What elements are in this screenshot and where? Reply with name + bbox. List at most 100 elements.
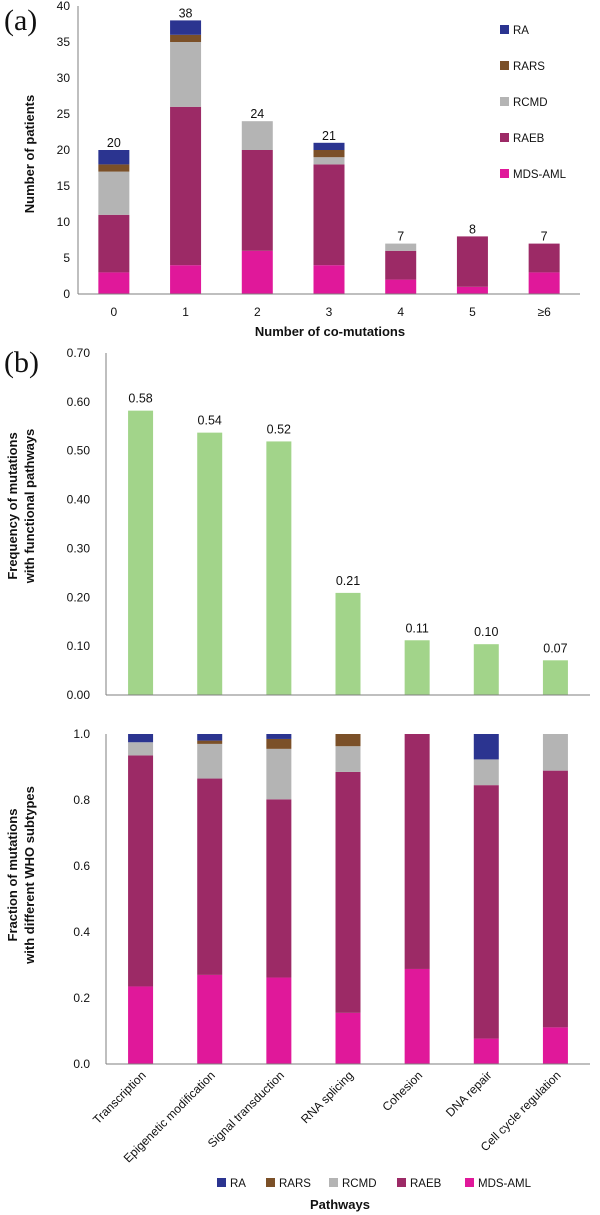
- bar-a-mds-aml-2: [241, 250, 273, 294]
- chart-a: (a) Number of patients Number of co-muta…: [4, 0, 580, 339]
- bar-a-mds-aml-6: [528, 272, 560, 294]
- bar-b-bottom-rars-epigenetic-modification: [197, 740, 223, 744]
- legend-label-a-rars: RARS: [513, 61, 545, 73]
- bar-b-bottom-rcmd-epigenetic-modification: [197, 743, 223, 779]
- legend-swatch-a-ra: [500, 25, 509, 34]
- x-tick-a-4-4: 4: [397, 305, 404, 319]
- data-label-b-top-transcription: 0.58: [128, 392, 152, 406]
- y-tick-a-0: 0: [63, 287, 70, 301]
- bar-b-bottom-rcmd-rna-splicing: [335, 746, 361, 772]
- bar-a-rcmd-4: [385, 243, 417, 251]
- bar-a-mds-aml-0: [98, 272, 130, 294]
- total-label-a-3: 21: [322, 129, 336, 143]
- bar-b-bottom-mds-aml-rna-splicing: [335, 1012, 361, 1064]
- x-tick-a-1-1: 1: [182, 305, 189, 319]
- y-tick-b-bottom-0-2: 0.2: [73, 991, 90, 1005]
- data-label-b-top-epigenetic-modification: 0.54: [198, 414, 222, 428]
- y-tick-b-top-0-60: 0.60: [67, 395, 91, 409]
- bar-b-bottom-mds-aml-cell-cycle-regulation: [542, 1027, 568, 1064]
- legend-swatch-b-ra: [217, 1178, 226, 1187]
- y-tick-b-top-0-20: 0.20: [67, 590, 91, 604]
- bar-b-top-cell-cycle-regulation: [542, 660, 568, 695]
- x-tick-a-6-6: ≥6: [538, 305, 552, 319]
- x-tick-b-bottom-signal-transduction: Signal transduction: [205, 1068, 287, 1150]
- y-tick-b-top-0-70: 0.70: [67, 346, 91, 360]
- bar-b-bottom-mds-aml-cohesion: [404, 968, 430, 1064]
- y-tick-a-30: 30: [57, 71, 71, 85]
- panel-label-a: (a): [4, 4, 37, 37]
- legend-label-b-rars: RARS: [279, 1178, 311, 1190]
- y-tick-b-top-0-30: 0.30: [67, 541, 91, 555]
- bar-b-bottom-ra-transcription: [128, 734, 154, 743]
- bar-a-mds-aml-5: [456, 286, 488, 294]
- chart-b-bottom: Fraction of mutations with different WHO…: [5, 727, 590, 1212]
- bar-a-raeb-0: [98, 214, 130, 273]
- bar-a-raeb-5: [456, 236, 488, 287]
- bar-a-rcmd-3: [313, 157, 345, 165]
- x-tick-a-0-0: 0: [111, 305, 118, 319]
- x-tick-a-2-2: 2: [254, 305, 261, 319]
- x-tick-a-3-3: 3: [326, 305, 333, 319]
- legend-label-a-rcmd: RCMD: [513, 97, 548, 109]
- bar-a-rars-1: [170, 34, 202, 42]
- bar-b-top-dna-repair: [473, 644, 499, 695]
- bar-b-bottom-raeb-cohesion: [404, 734, 430, 969]
- bar-a-raeb-4: [385, 250, 417, 280]
- bar-b-top-transcription: [128, 410, 154, 695]
- legend-label-a-ra: RA: [513, 25, 529, 37]
- bar-b-bottom-raeb-transcription: [128, 755, 154, 987]
- y-tick-b-top-0-00: 0.00: [67, 688, 91, 702]
- bar-b-bottom-raeb-epigenetic-modification: [197, 778, 223, 975]
- legend-label-b-rcmd: RCMD: [342, 1178, 377, 1190]
- bar-a-rcmd-2: [241, 121, 273, 150]
- legend-label-a-mds-aml: MDS-AML: [513, 169, 567, 181]
- legend-swatch-a-raeb: [500, 133, 509, 142]
- bar-a-ra-0: [98, 150, 130, 165]
- bar-b-top-epigenetic-modification: [197, 432, 223, 695]
- data-label-b-top-cell-cycle-regulation: 0.07: [543, 641, 567, 655]
- bar-a-raeb-3: [313, 164, 345, 266]
- y-tick-b-bottom-0-4: 0.4: [73, 925, 90, 939]
- bar-b-bottom-mds-aml-signal-transduction: [266, 977, 292, 1064]
- bar-b-top-cohesion: [404, 640, 430, 695]
- bar-a-rcmd-0: [98, 171, 130, 215]
- total-label-a-5: 8: [469, 222, 476, 236]
- legend-label-b-raeb: RAEB: [410, 1178, 442, 1190]
- bar-b-bottom-rcmd-cell-cycle-regulation: [542, 734, 568, 771]
- total-label-a-1: 38: [179, 6, 193, 20]
- legend-label-b-ra: RA: [230, 1178, 246, 1190]
- y-tick-b-top-0-10: 0.10: [67, 639, 91, 653]
- y-tick-a-35: 35: [57, 35, 71, 49]
- y-axis-label-b-bottom-line-2: with different WHO subtypes: [22, 786, 37, 965]
- total-label-a-6: 7: [541, 230, 548, 244]
- data-label-b-top-signal-transduction: 0.52: [267, 422, 291, 436]
- legend-swatch-b-rcmd: [329, 1178, 338, 1187]
- bar-a-raeb-6: [528, 243, 560, 273]
- legend-swatch-a-rcmd: [500, 97, 509, 106]
- legend-swatch-b-mds-aml: [465, 1178, 474, 1187]
- legend-label-a-raeb: RAEB: [513, 133, 545, 145]
- bar-a-raeb-2: [241, 150, 273, 251]
- bar-a-rars-0: [98, 164, 130, 172]
- bar-b-bottom-mds-aml-dna-repair: [473, 1038, 499, 1064]
- legend-swatch-b-raeb: [397, 1178, 406, 1187]
- panel-label-b: (b): [4, 346, 39, 379]
- data-label-b-top-cohesion: 0.11: [405, 621, 428, 635]
- y-tick-b-bottom-0-0: 0.0: [73, 1057, 90, 1071]
- total-label-a-2: 24: [250, 107, 264, 121]
- y-axis-label-b-bottom-line-1: Fraction of mutations: [5, 809, 20, 942]
- y-axis-label-a: Number of patients: [22, 95, 37, 213]
- legend-swatch-a-mds-aml: [500, 169, 509, 178]
- x-axis-label-b-bottom: Pathways: [310, 1197, 370, 1212]
- y-axis-label-b-top-line-1: Frequency of mutations: [5, 432, 20, 579]
- bar-b-bottom-raeb-cell-cycle-regulation: [542, 770, 568, 1028]
- bar-b-bottom-ra-signal-transduction: [266, 734, 292, 739]
- bar-b-bottom-rcmd-dna-repair: [473, 759, 499, 786]
- bar-a-ra-1: [170, 20, 202, 35]
- y-tick-a-5: 5: [63, 251, 70, 265]
- bar-a-rars-3: [313, 150, 345, 158]
- y-tick-b-top-0-50: 0.50: [67, 444, 91, 458]
- bar-b-bottom-ra-epigenetic-modification: [197, 734, 223, 741]
- y-tick-a-15: 15: [57, 179, 71, 193]
